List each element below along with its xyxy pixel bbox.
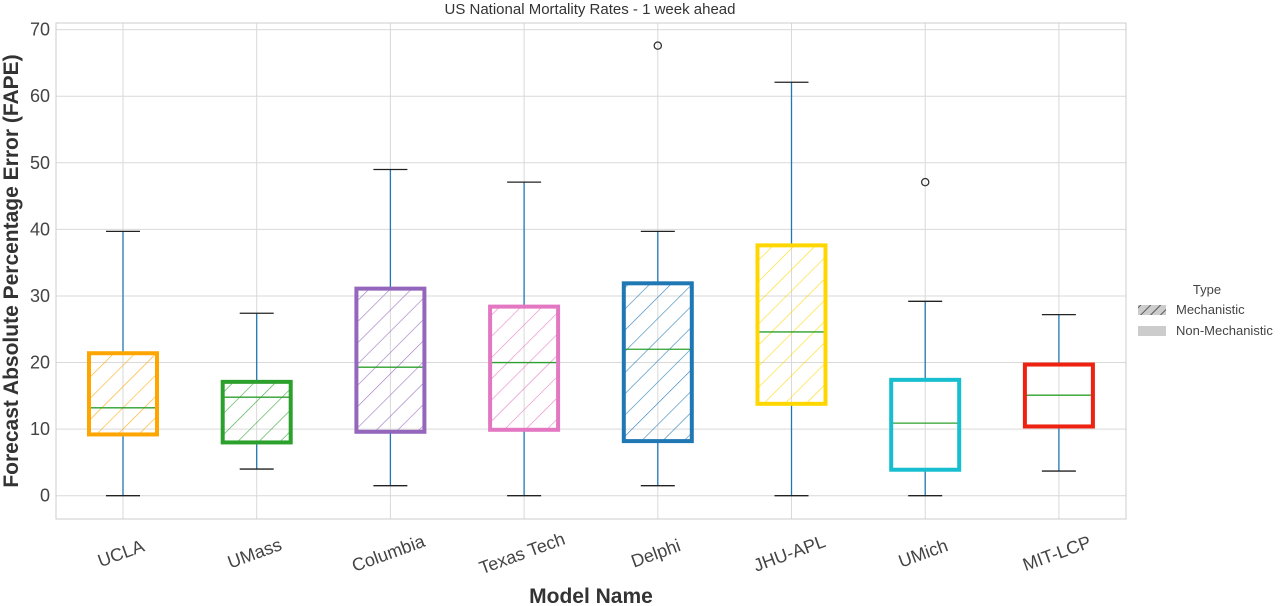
x-tick-label: Columbia [349, 531, 428, 576]
legend-item-non-mechanistic: Non-Mechanistic [1138, 323, 1273, 338]
outlier-point [920, 177, 930, 187]
box-jhu-apl [755, 81, 828, 497]
y-tick-label: 20 [30, 353, 50, 373]
y-tick-label: 40 [30, 219, 50, 239]
box-umich [889, 177, 962, 497]
y-tick-label: 0 [40, 486, 50, 506]
box-hatch [623, 283, 692, 442]
outlier-point [653, 41, 663, 50]
box-iqr [621, 281, 694, 444]
box-delphi [621, 41, 694, 487]
box-iqr [220, 379, 293, 445]
chart-title: US National Mortality Rates - 1 week ahe… [445, 1, 736, 18]
y-tick-label: 50 [30, 153, 50, 173]
x-axis-label: Model Name [529, 585, 653, 606]
box-iqr [354, 286, 427, 434]
y-tick-label: 60 [30, 86, 50, 106]
x-tick-label: UMass [225, 534, 284, 572]
x-tick-label: UCLA [95, 536, 147, 571]
box-umass [220, 312, 293, 470]
box-texas-tech [488, 181, 561, 497]
x-tick-label: JHU-APL [751, 531, 828, 575]
legend-item-mechanistic: Mechanistic [1138, 302, 1245, 317]
x-tick-label: Texas Tech [476, 529, 567, 578]
x-axis-ticks: UCLA UMass Columbia Texas Tech Delphi JHU-APL… [95, 529, 1094, 578]
box-ucla [87, 230, 159, 497]
plot-frame [55, 22, 1127, 520]
y-tick-label: 30 [30, 286, 50, 306]
legend-swatch [1138, 305, 1166, 315]
y-tick-label: 10 [30, 419, 50, 439]
box-hatch [89, 353, 157, 435]
x-tick-label: UMich [896, 535, 951, 571]
legend-label: Non-Mechanistic [1176, 323, 1273, 338]
x-tick-label: Delphi [628, 535, 683, 571]
grid-lines [56, 23, 1126, 519]
box-hatch [757, 245, 826, 404]
box-hatch [356, 288, 425, 432]
y-axis-label: Forecast Absolute Percentage Error (FAPE… [0, 54, 23, 487]
box-iqr [87, 351, 159, 437]
y-tick-label: 70 [30, 20, 50, 40]
box-iqr [755, 243, 828, 406]
x-tick-label: MIT-LCP [1020, 532, 1094, 575]
legend-title: Type [1193, 282, 1221, 297]
boxes [87, 41, 1095, 497]
box-columbia [354, 168, 427, 487]
box-hatch [222, 381, 291, 443]
legend-label: Mechanistic [1176, 302, 1245, 317]
box-mit-lcp [1022, 313, 1095, 472]
legend: Type Mechanistic Non-Mechanistic [1138, 282, 1273, 338]
box-iqr [1022, 362, 1095, 429]
box-iqr [889, 377, 962, 472]
box-hatch [490, 306, 559, 430]
box-iqr [488, 304, 561, 432]
y-axis-ticks: 0 10 20 30 40 50 60 70 [30, 20, 50, 506]
legend-swatch [1138, 326, 1166, 336]
